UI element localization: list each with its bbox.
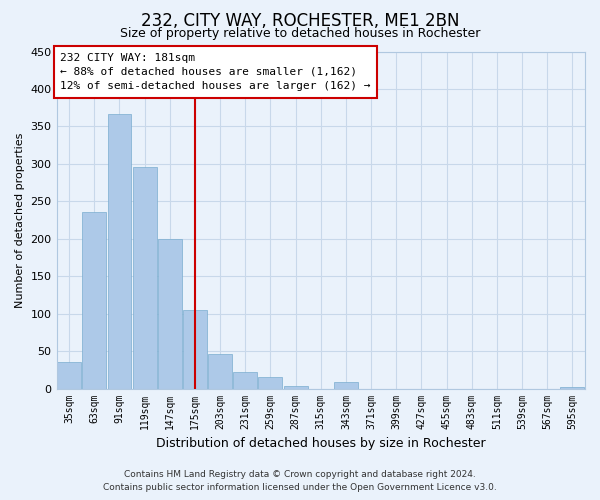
Bar	[208, 354, 232, 388]
Bar	[133, 167, 157, 388]
Bar	[82, 212, 106, 388]
Bar	[259, 378, 283, 388]
Bar	[107, 114, 131, 388]
Bar	[560, 387, 584, 388]
Text: Contains HM Land Registry data © Crown copyright and database right 2024.
Contai: Contains HM Land Registry data © Crown c…	[103, 470, 497, 492]
Bar	[57, 362, 81, 388]
Bar	[158, 239, 182, 388]
Bar	[334, 382, 358, 388]
Y-axis label: Number of detached properties: Number of detached properties	[15, 132, 25, 308]
Bar	[233, 372, 257, 388]
Text: 232, CITY WAY, ROCHESTER, ME1 2BN: 232, CITY WAY, ROCHESTER, ME1 2BN	[141, 12, 459, 30]
Bar	[183, 310, 207, 388]
X-axis label: Distribution of detached houses by size in Rochester: Distribution of detached houses by size …	[156, 437, 485, 450]
Text: Size of property relative to detached houses in Rochester: Size of property relative to detached ho…	[120, 28, 480, 40]
Bar	[284, 386, 308, 388]
Text: 232 CITY WAY: 181sqm
← 88% of detached houses are smaller (1,162)
12% of semi-de: 232 CITY WAY: 181sqm ← 88% of detached h…	[61, 53, 371, 91]
